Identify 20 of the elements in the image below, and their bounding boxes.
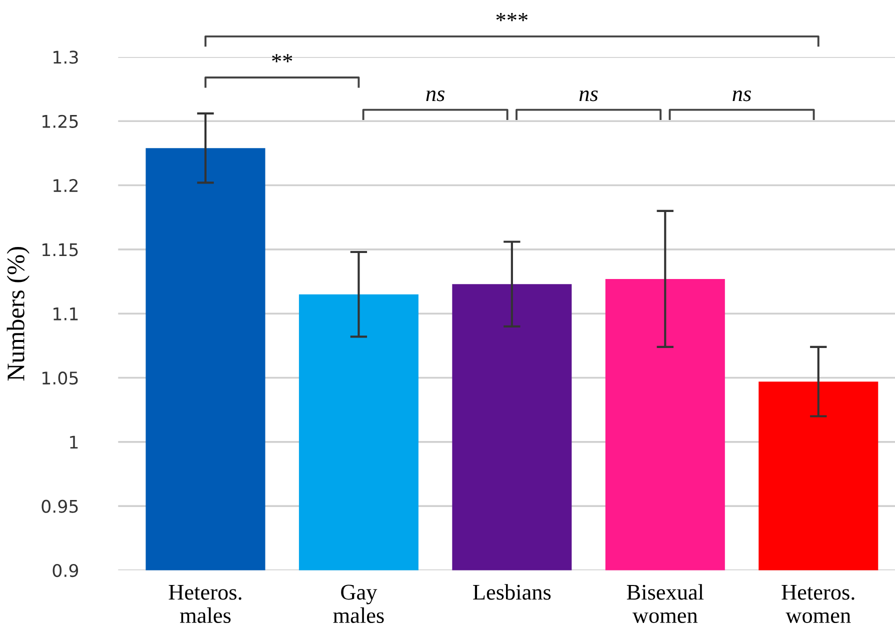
y-tick-label: 1.2 bbox=[54, 178, 78, 192]
y-axis-title: Numbers (%) bbox=[6, 247, 30, 381]
y-tick-label: 1 bbox=[70, 436, 78, 449]
annotation: ns bbox=[732, 90, 751, 102]
x-tick-label: Lesbians bbox=[473, 584, 551, 600]
y-tick-label: 0.95 bbox=[42, 500, 78, 513]
text: *** bbox=[496, 13, 528, 22]
y-tick-label: 1.25 bbox=[42, 114, 78, 128]
y-tick-label: 0.9 bbox=[52, 564, 78, 578]
annotation: ns bbox=[579, 90, 598, 102]
annotation: ** bbox=[272, 54, 292, 62]
y-tick-label: 1.3 bbox=[54, 50, 78, 64]
y-tick-label: 1.05 bbox=[42, 371, 78, 385]
x-tick-label: Heteros. women bbox=[782, 584, 854, 624]
y-tick-label: 1.15 bbox=[42, 243, 78, 256]
y-tick-label: 1.1 bbox=[54, 308, 78, 320]
x-tick-label: Bisexual women bbox=[626, 584, 704, 624]
annotation: ns bbox=[426, 90, 445, 102]
x-tick-label: Gay males bbox=[333, 584, 384, 624]
x-tick-label: Heteros. males bbox=[168, 584, 242, 624]
